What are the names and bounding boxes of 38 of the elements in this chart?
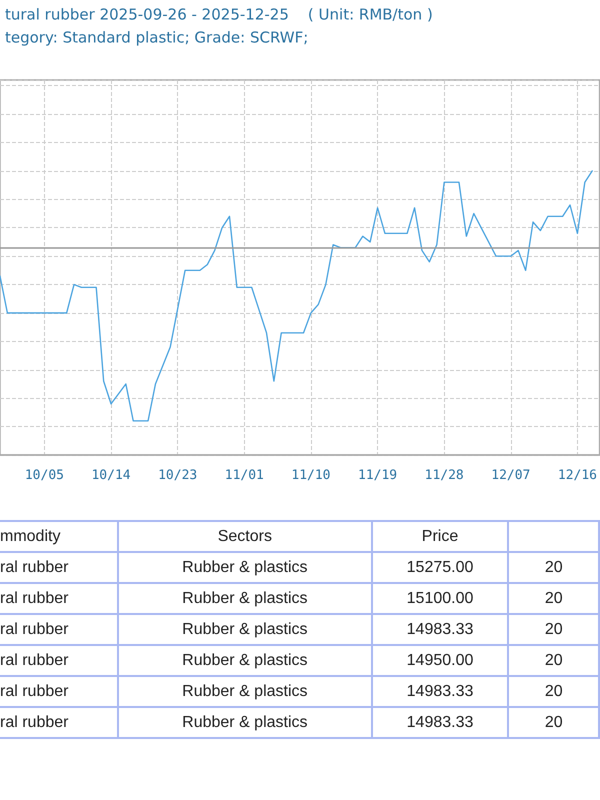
- text: ral rubber: [0, 552, 118, 583]
- text: ral rubber: [0, 583, 118, 614]
- x-tick-label: 11/10: [291, 468, 330, 483]
- text: 20: [508, 614, 599, 645]
- text: ral rubber: [0, 645, 118, 676]
- text: 20: [508, 676, 599, 707]
- text: 20: [508, 583, 599, 614]
- text: 15100.00: [372, 583, 508, 614]
- text: 20: [508, 645, 599, 676]
- category-label: Price: [372, 521, 508, 552]
- text: 20: [508, 707, 599, 738]
- text: Rubber & plastics: [118, 676, 372, 707]
- text: Rubber & plastics: [118, 645, 372, 676]
- text: Rubber & plastics: [118, 707, 372, 738]
- text: 20: [508, 552, 599, 583]
- chart-subtitle: tegory: Standard plastic; Grade: SCRWF;: [5, 28, 308, 46]
- x-tick-label: 12/07: [491, 468, 530, 483]
- text: 15275.00: [372, 552, 508, 583]
- text: 14983.33: [372, 707, 508, 738]
- x-tick-label: 10/23: [158, 468, 198, 483]
- x-tick-label: 10/14: [91, 468, 131, 483]
- x-tick-label: 11/01: [224, 468, 264, 483]
- x-tick-label: 12/16: [558, 468, 598, 483]
- x-tick-label: 11/19: [358, 468, 398, 483]
- text: ral rubber: [0, 676, 118, 707]
- text: ral rubber: [0, 614, 118, 645]
- text: ral rubber: [0, 707, 118, 738]
- chart-title: tural rubber 2025-09-26 - 2025-12-25 ( Unit: RMB/ton ): [5, 6, 433, 24]
- text: Rubber & plastics: [118, 552, 372, 583]
- x-tick-label: 11/28: [424, 468, 464, 483]
- category-label: Sectors: [118, 521, 372, 552]
- text: 14983.33: [372, 676, 508, 707]
- text: 14950.00: [372, 645, 508, 676]
- text: Rubber & plastics: [118, 583, 372, 614]
- x-tick-label: 10/05: [24, 468, 64, 483]
- category-label: mmodity: [0, 521, 118, 552]
- text: Rubber & plastics: [118, 614, 372, 645]
- text: 14983.33: [372, 614, 508, 645]
